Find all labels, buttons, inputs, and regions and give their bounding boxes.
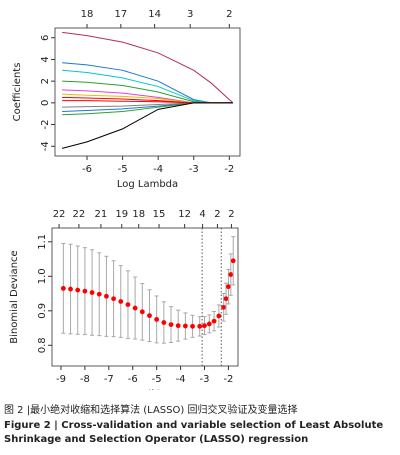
top-tick-label: 3 <box>187 9 193 20</box>
x-tick-label: -3 <box>189 164 199 175</box>
top-tick-label: 17 <box>114 9 127 20</box>
point <box>197 323 203 329</box>
x-tick-label: -7 <box>104 374 114 385</box>
plot-frame <box>54 27 241 157</box>
point <box>211 318 217 324</box>
top-tick-label: 19 <box>115 209 128 220</box>
point <box>60 285 66 291</box>
point <box>82 288 88 294</box>
point <box>168 322 174 327</box>
point <box>182 323 188 329</box>
x-tick-label: -8 <box>80 374 90 385</box>
coefficient-path <box>62 102 233 113</box>
point <box>226 284 231 290</box>
point <box>139 309 145 315</box>
x-tick-label: -2 <box>224 164 234 175</box>
y-tick-label: 1.1 <box>37 234 48 250</box>
caption-english: Figure 2 | Cross-validation and variable… <box>4 420 384 445</box>
caption-chinese: 图 2 |最小绝对收缩和选择算法 (LASSO) 回归交叉验证及变量选择 <box>4 405 298 416</box>
coefficient-path <box>61 102 233 149</box>
y-axis-label: Coefficients <box>12 63 23 122</box>
y-tick-label: 0.9 <box>37 303 48 319</box>
y-tick-label: 4 <box>40 56 51 62</box>
y-tick-label: 0.8 <box>37 337 48 353</box>
point <box>161 320 167 325</box>
y-tick-label: 2 <box>40 78 51 84</box>
top-tick-label: 22 <box>53 209 66 220</box>
top-tick-label: 2 <box>226 9 232 20</box>
point <box>104 293 109 299</box>
plot-frame <box>51 227 239 367</box>
top-tick-label: 12 <box>178 209 191 220</box>
point <box>190 323 195 329</box>
x-tick-label: -5 <box>152 374 162 385</box>
y-axis-label: Binomial Deviance <box>9 250 20 343</box>
x-tick-label: -6 <box>82 164 92 175</box>
point <box>118 299 124 304</box>
y-tick-label: 6 <box>40 35 51 41</box>
top-tick-label: 2 <box>228 209 234 220</box>
point <box>206 321 212 327</box>
point <box>132 305 138 311</box>
point <box>223 296 229 302</box>
point <box>154 317 160 322</box>
point <box>202 323 207 329</box>
x-tick-label: -6 <box>128 374 138 385</box>
point <box>216 313 222 319</box>
y-tick-label: 1.0 <box>37 268 48 284</box>
x-tick-label: -5 <box>118 164 128 175</box>
point <box>89 290 95 295</box>
top-tick-label: 21 <box>95 209 108 220</box>
y-tick-label: -2 <box>40 120 51 130</box>
x-tick-label: -4 <box>153 164 163 175</box>
point <box>221 304 227 310</box>
y-tick-label: 0 <box>40 100 51 106</box>
top-tick-label: 2 <box>214 209 220 220</box>
x-tick-label: -9 <box>56 374 66 385</box>
x-axis-label: Log Lambda <box>117 179 178 190</box>
point <box>147 313 152 319</box>
point <box>111 296 117 302</box>
coefficient-path <box>62 31 234 104</box>
x-axis-label: Log(λ) <box>129 389 161 390</box>
x-tick-label: -3 <box>200 374 210 385</box>
point <box>175 323 181 329</box>
point <box>228 272 234 277</box>
top-tick-label: 18 <box>81 9 94 20</box>
point <box>75 287 81 293</box>
point <box>125 302 131 307</box>
top-tick-label: 4 <box>199 209 205 220</box>
x-tick-label: -2 <box>223 374 233 385</box>
point <box>68 286 73 292</box>
x-tick-label: -4 <box>176 374 186 385</box>
top-tick-label: 14 <box>148 9 161 20</box>
y-tick-label: -4 <box>40 141 51 151</box>
point <box>230 258 236 264</box>
top-tick-label: 18 <box>132 209 145 220</box>
point <box>96 291 102 297</box>
top-tick-label: 22 <box>73 209 86 220</box>
top-tick-label: 15 <box>153 209 166 220</box>
